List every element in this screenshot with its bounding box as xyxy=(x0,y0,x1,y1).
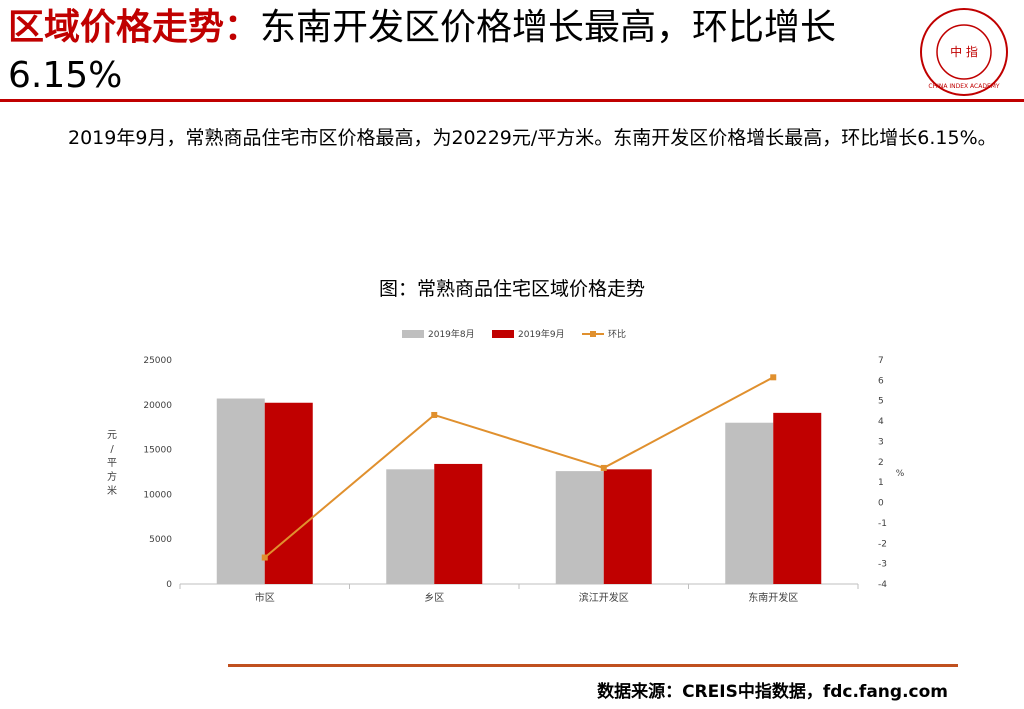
y-right-tick-label: 6 xyxy=(878,376,884,386)
bar-aug xyxy=(216,398,265,584)
summary-text: 2019年9月，常熟商品住宅市区价格最高，为20229元/平方米。东南开发区价格… xyxy=(68,127,997,149)
legend-swatch xyxy=(402,330,424,338)
price-trend-chart: 0 5000 10000 15000 20000 25000 -4 -3 -2 -1 0 1 2 3 4 5 6… xyxy=(107,328,905,604)
y-right-tick-label: 2 xyxy=(878,458,884,468)
y-right-tick-label: -1 xyxy=(878,519,887,529)
data-source: 数据来源：CREIS中指数据，fdc.fang.com xyxy=(597,682,948,702)
y-right-axis-label: % xyxy=(896,469,905,479)
page-title: 区域价格走势：东南开发区价格增长最高，环比增长6.15% xyxy=(8,4,908,100)
legend-label: 环比 xyxy=(608,328,626,340)
y-tick-label: 0 xyxy=(166,580,172,590)
title-divider xyxy=(0,99,1024,102)
chart-title: 图：常熟商品住宅区域价格走势 xyxy=(378,278,645,300)
bar-aug xyxy=(555,471,604,584)
x-tick-label: 市区 xyxy=(255,591,275,604)
y-tick-label: 20000 xyxy=(143,401,172,411)
mom-point xyxy=(600,464,607,471)
y-right-tick-label: 7 xyxy=(878,356,884,366)
y-right-tick-label: 3 xyxy=(878,437,884,447)
x-tick-label: 乡区 xyxy=(424,592,444,604)
y-tick-label: 15000 xyxy=(143,446,172,456)
y-right-tick-label: -2 xyxy=(878,539,887,549)
y-right-tick-label: 0 xyxy=(878,499,884,509)
bar-sep xyxy=(264,402,313,584)
mom-line xyxy=(264,376,774,559)
logo-seal: 中 指 CHINA INDEX ACADEMY xyxy=(920,8,1008,96)
mom-point xyxy=(431,411,438,418)
bar-aug xyxy=(725,422,774,584)
legend-label: 2019年8月 xyxy=(428,328,475,340)
bar-aug xyxy=(386,469,435,584)
legend-swatch-marker xyxy=(590,331,596,337)
mom-point xyxy=(261,554,268,561)
title-rest: 东南开发区价格增长最高，环比增长6.15% xyxy=(8,7,837,96)
x-tick-label: 东南开发区 xyxy=(748,591,798,604)
y-tick-label: 5000 xyxy=(149,535,172,545)
legend-label: 2019年9月 xyxy=(518,328,565,340)
y-right-tick-label: -4 xyxy=(878,580,887,590)
y-right-tick-label: 5 xyxy=(878,397,884,407)
bar-sep xyxy=(603,469,652,584)
footer-divider xyxy=(228,664,958,667)
logo-label: 中 指 xyxy=(950,44,978,59)
y-tick-label: 10000 xyxy=(143,490,172,500)
x-tick-label: 滨江开发区 xyxy=(579,591,629,604)
y-axis-label-char: 平 xyxy=(107,458,117,469)
bar-sep xyxy=(773,412,822,584)
y-axis-label-char: / xyxy=(110,444,114,455)
y-right-tick-label: 4 xyxy=(878,417,884,427)
y-axis-label-char: 方 xyxy=(107,470,117,483)
y-tick-label: 25000 xyxy=(143,356,172,366)
y-axis-label-char: 米 xyxy=(107,484,117,497)
mom-point xyxy=(770,374,777,381)
y-right-tick-label: -3 xyxy=(878,560,887,570)
y-axis-label-char: 元 xyxy=(107,430,117,441)
y-right-tick-label: 1 xyxy=(878,478,884,488)
legend-swatch xyxy=(492,330,514,338)
logo-text: CHINA INDEX ACADEMY xyxy=(928,83,1000,90)
bar-sep xyxy=(434,463,483,584)
title-highlight: 区域价格走势： xyxy=(8,7,261,48)
